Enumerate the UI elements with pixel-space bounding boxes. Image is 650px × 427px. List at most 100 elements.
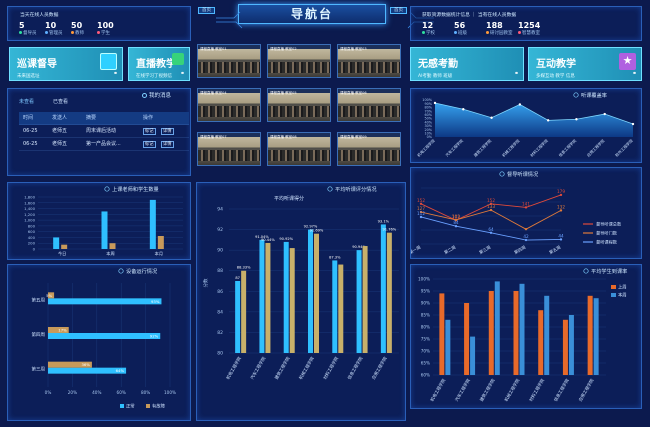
bar	[259, 239, 265, 353]
stat-value: 100	[97, 21, 114, 30]
clock-icon	[142, 93, 147, 98]
link-icon[interactable]: ⚭	[631, 70, 637, 77]
grid-icon	[172, 53, 184, 65]
y-axis-label: 分数	[202, 278, 209, 287]
x-tick-label: 机械工程学院	[503, 377, 522, 403]
x-tick-label: 机械工程学院	[501, 138, 521, 158]
video-thumbnail[interactable]: 课程直播 教室08	[267, 132, 331, 166]
card-live-subtitle: 在线学习丁视频信	[136, 74, 172, 79]
point	[518, 103, 522, 106]
data-label: 133	[487, 204, 495, 209]
clock-icon	[118, 268, 124, 274]
y-tick-label: 600	[28, 229, 36, 234]
link-icon[interactable]: ⚭	[179, 70, 185, 77]
classroom-image	[338, 150, 400, 161]
detail-button[interactable]: 详情	[161, 141, 174, 148]
video-thumbnail[interactable]: 课程直播 教室05	[267, 88, 331, 122]
data-label: 127	[417, 206, 425, 211]
header-decoration	[216, 11, 434, 29]
point	[454, 225, 458, 228]
dot-icon	[97, 31, 100, 34]
stat-label: 研讨园教室	[486, 30, 513, 36]
y-tick-label: 82	[217, 330, 223, 336]
stat-label: 学校	[422, 30, 435, 36]
video-label: 课程直播 教室06	[340, 91, 367, 95]
left-stats-panel: 当天在线人员数据 5 督导员 10 管理员 50 教师 100 学生	[7, 6, 191, 41]
mark-button[interactable]: 标记	[143, 141, 156, 148]
link-icon[interactable]: ⚭	[513, 70, 519, 77]
bar	[568, 315, 574, 375]
card-attendance-title: 无感考勤	[418, 59, 458, 70]
link-icon[interactable]: ⚭	[112, 70, 118, 77]
video-thumbnail[interactable]: 课程直播 教室04	[197, 88, 261, 122]
video-thumbnail[interactable]: 课程直播 教室07	[197, 132, 261, 166]
messages-table: 时间 发送人 摘要 操作 06-25 老师五 周末课后活动 标记 详情 06-2…	[19, 112, 189, 151]
data-label: 93.1%	[378, 219, 390, 223]
chart-title: 平均听课评分情况	[335, 185, 377, 193]
video-label-bar: 课程直播 教室01	[198, 45, 260, 51]
card-live[interactable]: 直播教学 在线学习丁视频信 ⚭	[128, 47, 190, 81]
data-label: 64	[488, 227, 494, 232]
video-thumbnail[interactable]: 课程直播 教室02	[267, 44, 331, 78]
y-tick-label: 90	[217, 248, 223, 254]
bar	[488, 291, 494, 375]
chart-title: 听课覆盖率	[581, 91, 607, 99]
video-thumbnail[interactable]: 课程直播 教室03	[337, 44, 401, 78]
x-tick-label: 信息工程学院	[557, 138, 577, 158]
table-row[interactable]: 06-25 老师五 周末课后活动 标记 详情	[19, 125, 189, 138]
stat-item: 12 学校	[422, 21, 435, 36]
bar	[48, 367, 127, 374]
x-tick-label: 应用工程学院	[370, 355, 389, 381]
data-label: 102	[452, 214, 460, 219]
stat-value: 56	[454, 21, 466, 30]
card-attendance[interactable]: 无感考勤 AI考勤 教师 班级 ⚭	[410, 47, 524, 81]
point	[419, 210, 423, 214]
table-row[interactable]: 06-25 老师五 第一产品会议... 标记 详情	[19, 138, 189, 151]
chart-title: 平均学生到课率	[591, 267, 627, 275]
card-patrol[interactable]: 巡课督导 未来国选址 ⚭	[9, 47, 123, 81]
y-tick-label: 80%	[421, 325, 430, 330]
data-label: 90.44%	[261, 238, 275, 242]
classroom-image	[268, 106, 330, 117]
data-label: 5%	[46, 293, 52, 298]
row-summary: 第一产品会议...	[86, 141, 121, 147]
row-summary: 周末课后活动	[86, 128, 117, 134]
bar	[283, 241, 289, 353]
nav-home-left-button[interactable]: 首页	[198, 7, 215, 14]
video-thumbnail[interactable]: 课程直播 教室01	[197, 44, 261, 78]
clock-icon	[499, 171, 505, 177]
x-tick-label: 80%	[141, 390, 150, 395]
dot-icon	[19, 31, 22, 34]
supervise-chart-panel: 督导听课情况 152 102 152 141 179 127 103 133 132 112 84 64…	[410, 167, 642, 259]
point	[559, 193, 563, 197]
area	[435, 102, 633, 137]
y-tick-label: 10%	[424, 132, 432, 136]
point	[419, 215, 423, 219]
chart-subtitle: 平均听课得分	[274, 195, 304, 202]
x-tick-label: 60%	[117, 390, 126, 395]
nav-home-right-button[interactable]: 首页	[390, 7, 407, 14]
bar	[149, 199, 156, 249]
mark-button[interactable]: 标记	[143, 128, 156, 135]
y-tick-label: 0%	[427, 135, 433, 139]
y-tick-label: 95%	[421, 289, 430, 294]
x-tick-label: 本月	[155, 250, 163, 257]
tab-read[interactable]: 已查看	[53, 99, 69, 105]
x-tick-label: 第二周	[443, 244, 457, 256]
y-tick-label: 86	[217, 289, 223, 295]
y-tick-label: 60%	[424, 113, 432, 117]
stat-value: 10	[45, 21, 57, 30]
tab-unread[interactable]: 未查看	[19, 99, 35, 105]
card-interactive[interactable]: 互动教学 多媒互动 教学 信息 ★ ⚭	[528, 47, 642, 81]
video-thumbnail[interactable]: 课程直播 教室09	[337, 132, 401, 166]
classroom-image	[268, 62, 330, 73]
legend-label: 有故障	[152, 403, 166, 410]
page-title: 导航台	[238, 4, 386, 24]
bar	[48, 327, 69, 333]
y-tick-label: 84	[217, 309, 223, 315]
y-tick-label: 第三周	[32, 366, 46, 373]
y-tick-label: 88	[217, 268, 223, 274]
detail-button[interactable]: 详情	[161, 128, 174, 135]
star-icon: ★	[619, 53, 636, 70]
video-thumbnail[interactable]: 课程直播 教室06	[337, 88, 401, 122]
